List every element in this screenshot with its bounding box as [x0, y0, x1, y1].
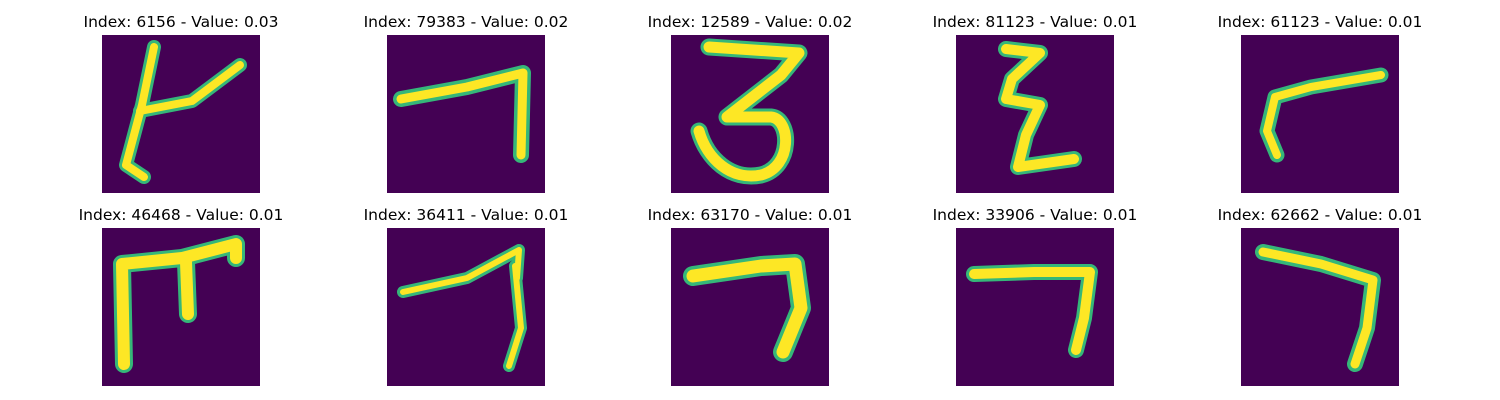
panel-title: Index: 33906 - Value: 0.01 — [932, 206, 1138, 224]
digit-image — [671, 228, 829, 386]
digit-image — [102, 228, 260, 386]
digit-image — [671, 35, 829, 193]
digit-image — [1241, 35, 1399, 193]
digit-image — [956, 35, 1114, 193]
panel-title: Index: 46468 - Value: 0.01 — [78, 206, 284, 224]
digit-image — [387, 228, 545, 386]
panel-title: Index: 62662 - Value: 0.01 — [1217, 206, 1423, 224]
panel-title: Index: 36411 - Value: 0.01 — [363, 206, 569, 224]
panel-title: Index: 6156 - Value: 0.03 — [83, 13, 279, 31]
panel-title: Index: 79383 - Value: 0.02 — [363, 13, 569, 31]
digit-image — [102, 35, 260, 193]
digit-image — [956, 228, 1114, 386]
panel-title: Index: 12589 - Value: 0.02 — [647, 13, 853, 31]
panel-title: Index: 63170 - Value: 0.01 — [647, 206, 853, 224]
panel-title: Index: 81123 - Value: 0.01 — [932, 13, 1138, 31]
panel-title: Index: 61123 - Value: 0.01 — [1217, 13, 1423, 31]
digit-image — [387, 35, 545, 193]
digit-image — [1241, 228, 1399, 386]
